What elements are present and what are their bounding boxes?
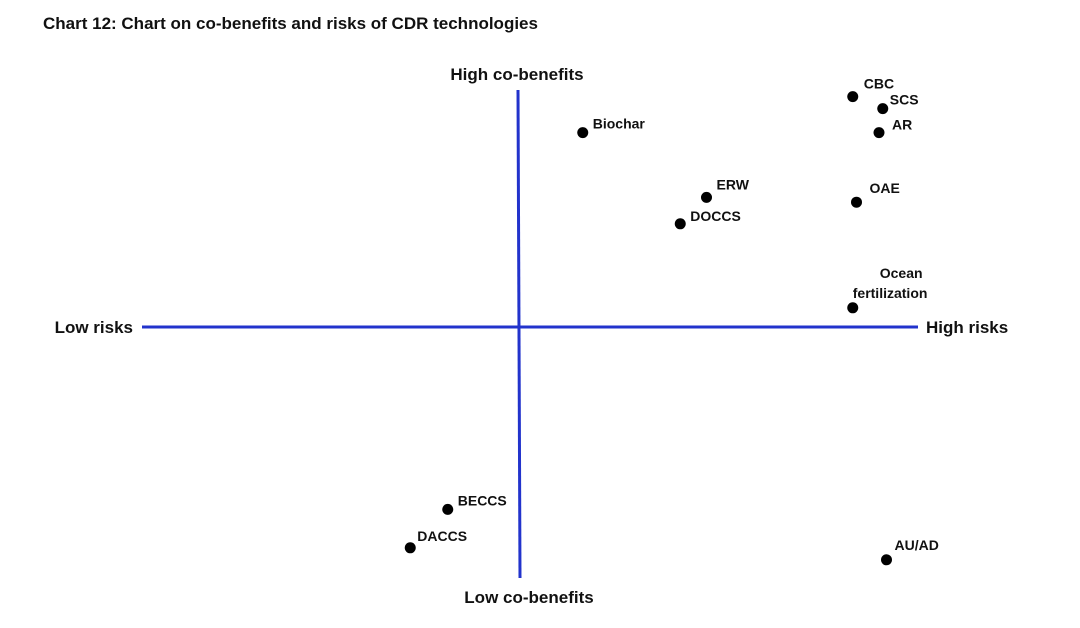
data-point-biochar: Biochar [577,116,645,139]
point-marker [442,503,454,515]
point-marker [404,542,416,554]
point-marker [674,218,686,230]
x-axis-low-label: Low risks [55,318,133,337]
point-marker [873,127,885,139]
data-point-beccs: BECCS [442,492,507,515]
point-marker [701,191,712,203]
data-point-cbc: CBC [847,76,894,103]
point-marker [847,302,859,314]
data-point-oae: OAE [851,180,900,208]
point-label: OAE [870,180,900,196]
point-label: DACCS [417,528,467,544]
data-point-ocean-fertilization: Ocean fertilization [847,265,927,314]
point-label: SCS [890,92,919,108]
x-axis-high-label: High risks [926,318,1008,337]
point-marker [881,554,892,566]
point-label: BECCS [458,492,507,508]
point-label: DOCCS [690,208,741,224]
data-point-scs: SCS [877,92,919,115]
data-point-doccs: DOCCS [674,208,741,230]
point-label: CBC [864,76,894,92]
point-marker [851,196,862,208]
data-point-erw: ERW [701,176,750,203]
point-label: AR [892,117,912,133]
point-marker [847,91,859,103]
chart-title: Chart 12: Chart on co-benefits and risks… [43,14,538,33]
data-point-daccs: DACCS [404,528,467,554]
point-label: ERW [717,176,750,192]
y-axis-low-label: Low co-benefits [464,588,593,607]
y-axis-high-label: High co-benefits [450,65,583,84]
point-label: AU/AD [895,537,939,553]
point-label: Ocean fertilization [853,265,928,301]
data-point-au-ad: AU/AD [881,537,939,566]
point-label: Biochar [593,116,646,132]
data-point-ar: AR [873,117,912,139]
y-axis-line [516,89,522,579]
point-marker [877,103,889,115]
point-marker [577,127,589,139]
